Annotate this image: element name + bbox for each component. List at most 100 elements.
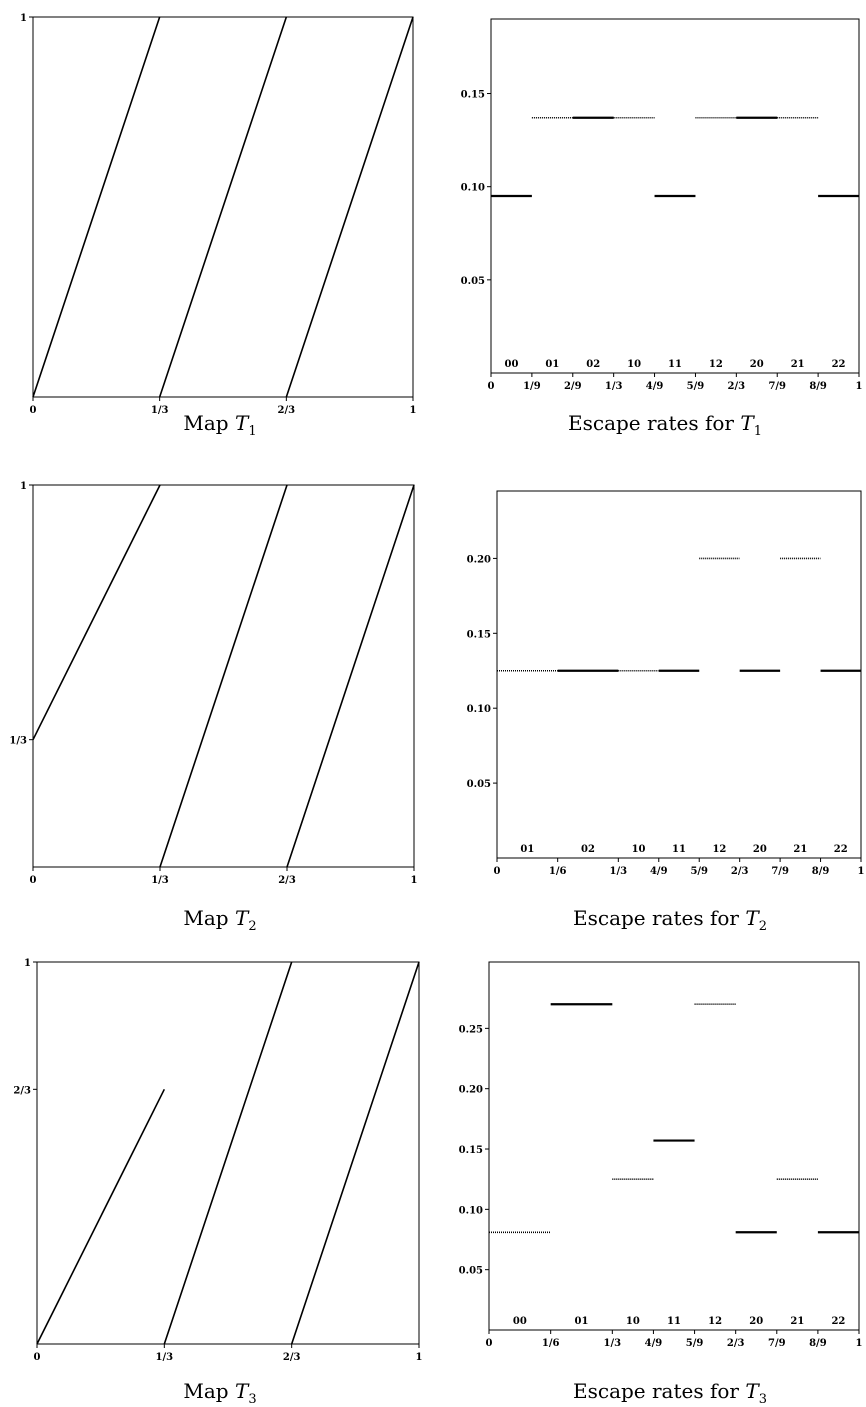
x-tick-label: 7/9 <box>771 866 789 877</box>
plot-frame <box>32 484 415 868</box>
y-tick-label: 0.15 <box>461 90 485 101</box>
x-tick-label: 0 <box>494 866 501 877</box>
x-tick-label: 2/3 <box>727 1338 745 1349</box>
x-tick-label: 1 <box>856 381 863 392</box>
x-tick-label: 7/9 <box>768 381 786 392</box>
cylinder-label: 11 <box>667 1316 681 1327</box>
cylinder-label: 02 <box>581 844 595 855</box>
cylinder-label: 12 <box>712 844 726 855</box>
cylinder-label: 10 <box>626 1316 640 1327</box>
y-tick-label: 1/3 <box>9 736 27 747</box>
cylinder-label: 22 <box>831 1316 845 1327</box>
x-tick-label: 5/9 <box>687 381 705 392</box>
x-tick-label: 1/3 <box>604 1338 622 1349</box>
cylinder-label: 12 <box>708 1316 722 1327</box>
x-tick-label: 7/9 <box>768 1338 786 1349</box>
x-tick-label: 1 <box>416 1352 423 1363</box>
x-tick-label: 8/9 <box>809 381 827 392</box>
plot-frame <box>488 961 860 1331</box>
panel-3: 0 1/3 2/3 1 1/3 1 Map T2 <box>9 481 417 934</box>
x-tick-label: 2/3 <box>728 381 746 392</box>
cylinder-label: 20 <box>750 359 764 370</box>
x-tick-label: 1/3 <box>151 405 169 416</box>
x-tick-label: 1/3 <box>605 381 623 392</box>
panel-caption: Map T3 <box>183 1379 256 1407</box>
cylinder-label: 01 <box>520 844 534 855</box>
map-branch-3 <box>286 484 415 868</box>
panel-5: 0 1/3 2/3 1 2/3 1 Map T3 <box>13 958 422 1407</box>
x-tick-label: 4/9 <box>645 1338 663 1349</box>
y-tick-label: 0.05 <box>467 779 491 790</box>
panel-6: 0 1/6 1/3 4/9 5/9 2/3 7/9 8/9 1 0.05 0.10 0.15 0.20 0… <box>459 961 863 1407</box>
cylinder-label: 00 <box>504 359 518 370</box>
y-tick-label: 0.10 <box>467 704 491 715</box>
plot-frame <box>496 490 862 859</box>
x-tick-label: 8/9 <box>809 1338 827 1349</box>
x-tick-label: 5/9 <box>686 1338 704 1349</box>
x-tick-label: 2/3 <box>731 866 749 877</box>
y-tick-label: 0.20 <box>467 554 491 565</box>
cylinder-label: 10 <box>632 844 646 855</box>
cylinder-label: 02 <box>586 359 600 370</box>
x-tick-label: 2/3 <box>278 405 296 416</box>
plot-frame <box>32 16 414 398</box>
x-tick-label: 0 <box>34 1352 41 1363</box>
x-tick-label: 4/9 <box>646 381 664 392</box>
cylinder-label: 10 <box>627 359 641 370</box>
y-tick-label: 0.15 <box>459 1145 483 1156</box>
panel-caption: Escape rates for T3 <box>573 1379 767 1407</box>
y-tick-label: 0.10 <box>459 1205 483 1216</box>
y-tick-label: 0.20 <box>459 1085 483 1096</box>
x-tick-label: 1/3 <box>156 1352 174 1363</box>
y-tick-label: 2/3 <box>13 1085 31 1096</box>
panel-2: 0 1/9 2/9 1/3 4/9 5/9 2/3 7/9 8/9 1 0.05 0.10 0.15 00… <box>461 18 863 439</box>
x-tick-label: 1/3 <box>610 866 628 877</box>
panel-caption: Escape rates for T2 <box>573 906 767 934</box>
cylinder-label: 21 <box>791 359 805 370</box>
x-tick-label: 5/9 <box>690 866 708 877</box>
cylinder-label: 01 <box>545 359 559 370</box>
x-tick-label: 0 <box>30 875 37 886</box>
x-tick-label: 0 <box>30 405 37 416</box>
panel-caption: Escape rates for T1 <box>568 411 762 439</box>
x-tick-label: 1 <box>856 1338 863 1349</box>
x-tick-label: 0 <box>486 1338 493 1349</box>
cylinder-label: 11 <box>668 359 682 370</box>
map-branch-1 <box>32 16 161 398</box>
y-tick-label: 0.05 <box>459 1266 483 1277</box>
map-branch-2 <box>163 961 293 1345</box>
panel-caption: Map T1 <box>183 411 256 439</box>
cylinder-label: 12 <box>709 359 723 370</box>
map-branch-1 <box>32 484 161 741</box>
plot-frame <box>36 961 420 1345</box>
cylinder-label: 21 <box>793 844 807 855</box>
map-branch-3 <box>290 961 420 1345</box>
cylinder-label: 22 <box>834 844 848 855</box>
cylinder-label: 21 <box>790 1316 804 1327</box>
y-tick-label: 1 <box>24 958 31 969</box>
x-tick-label: 1 <box>858 866 865 877</box>
x-tick-label: 1/9 <box>523 381 541 392</box>
y-tick-label: 1 <box>20 13 27 24</box>
cylinder-label: 11 <box>672 844 686 855</box>
panel-caption: Map T2 <box>183 906 256 934</box>
cylinder-label: 22 <box>832 359 846 370</box>
panel-4: 0 1/6 1/3 4/9 5/9 2/3 7/9 8/9 1 0.05 0.10 0.15 0.20 0… <box>467 490 865 934</box>
x-tick-label: 2/3 <box>283 1352 301 1363</box>
x-tick-label: 1 <box>411 875 418 886</box>
cylinder-label: 20 <box>753 844 767 855</box>
y-tick-label: 0.25 <box>459 1024 483 1035</box>
cylinder-label: 01 <box>575 1316 589 1327</box>
map-branch-3 <box>285 16 414 398</box>
map-branch-2 <box>158 16 288 398</box>
y-tick-label: 0.15 <box>467 629 491 640</box>
x-tick-label: 1 <box>410 405 417 416</box>
y-tick-label: 1 <box>20 481 27 492</box>
x-tick-label: 2/9 <box>564 381 582 392</box>
cylinder-label: 20 <box>749 1316 763 1327</box>
y-tick-label: 0.10 <box>461 183 485 194</box>
x-tick-label: 8/9 <box>812 866 830 877</box>
panel-1: 0 1/3 2/3 1 1 Map T1 <box>20 13 416 439</box>
x-tick-label: 1/6 <box>542 1338 560 1349</box>
